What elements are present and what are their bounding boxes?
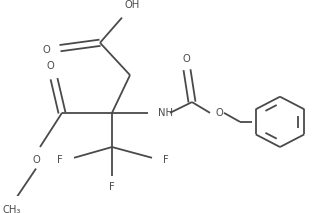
Text: O: O bbox=[216, 108, 224, 118]
Text: CH₃: CH₃ bbox=[3, 205, 21, 213]
Text: O: O bbox=[46, 61, 54, 71]
Text: O: O bbox=[42, 45, 50, 55]
Text: O: O bbox=[32, 155, 40, 165]
Text: F: F bbox=[57, 155, 63, 165]
Text: F: F bbox=[109, 181, 115, 191]
Text: F: F bbox=[163, 155, 169, 165]
Text: OH: OH bbox=[124, 0, 140, 10]
Text: NH: NH bbox=[158, 108, 173, 118]
Text: O: O bbox=[182, 54, 190, 64]
